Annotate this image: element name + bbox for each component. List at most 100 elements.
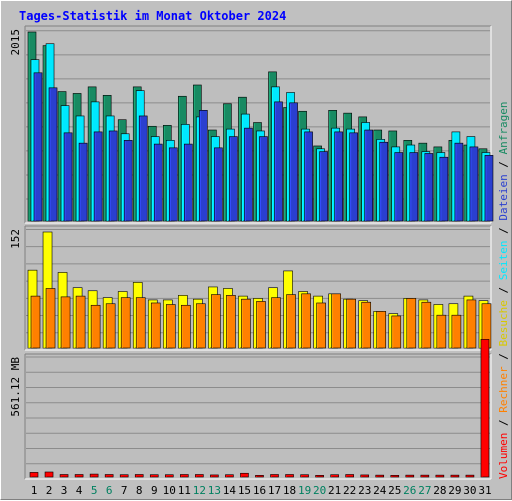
legend-separator: / xyxy=(497,280,510,300)
bar-volumen-day-26 xyxy=(405,474,415,478)
bar-rechner-day-30 xyxy=(466,299,477,349)
bar-volumen-day-29 xyxy=(450,474,460,478)
panel-volume xyxy=(24,339,492,480)
bar-volumen-day-25 xyxy=(390,475,400,478)
bar-rechner-day-9 xyxy=(150,302,161,349)
bar-seiten-day-24 xyxy=(379,141,389,222)
bar-seiten-day-6 xyxy=(108,130,118,222)
bar-seiten-day-23 xyxy=(364,129,374,222)
series-seiten xyxy=(33,72,494,222)
series-volumen xyxy=(29,339,490,478)
right-legend: Volumen / Rechner / Besuche / Seiten / D… xyxy=(497,101,510,479)
bar-volumen-day-31 xyxy=(480,339,490,478)
bar-volumen-day-8 xyxy=(134,474,144,478)
bar-rechner-day-22 xyxy=(346,298,356,349)
bar-volumen-day-22 xyxy=(345,474,354,478)
bar-rechner-day-11 xyxy=(181,304,191,349)
bar-seiten-day-4 xyxy=(78,142,88,222)
series-rechner xyxy=(30,288,492,349)
bar-seiten-day-15 xyxy=(244,127,253,222)
bar-seiten-day-19 xyxy=(304,131,313,222)
bar-rechner-day-18 xyxy=(286,294,296,349)
bar-volumen-day-3 xyxy=(59,474,69,478)
day-label-15: 15 xyxy=(238,484,251,497)
bar-rechner-day-4 xyxy=(75,295,86,349)
panel-bg xyxy=(25,354,491,479)
bar-rechner-day-15 xyxy=(241,298,251,349)
bar-seiten-day-12 xyxy=(199,110,208,222)
bar-seiten-day-29 xyxy=(454,142,464,222)
day-label-8: 8 xyxy=(136,484,143,497)
day-label-31: 31 xyxy=(478,484,491,497)
bar-volumen-day-18 xyxy=(285,474,294,478)
y-label-visits: 152 xyxy=(9,229,22,249)
legend-separator: / xyxy=(497,154,510,174)
chart-panels xyxy=(24,25,494,480)
bar-seiten-day-13 xyxy=(214,147,223,222)
legend-seiten: Seiten xyxy=(497,241,510,281)
bar-seiten-day-28 xyxy=(439,156,449,222)
bar-rechner-day-5 xyxy=(90,304,101,349)
bar-seiten-day-1 xyxy=(33,72,43,222)
day-label-14: 14 xyxy=(223,484,237,497)
bar-seiten-day-8 xyxy=(138,115,148,222)
bar-seiten-day-11 xyxy=(184,143,193,222)
bar-volumen-day-30 xyxy=(465,474,475,478)
bar-rechner-day-27 xyxy=(421,301,432,349)
bar-volumen-day-28 xyxy=(435,474,445,478)
day-label-21: 21 xyxy=(328,484,341,497)
bar-seiten-day-31 xyxy=(484,155,494,222)
day-label-11: 11 xyxy=(178,484,191,497)
panel-visits xyxy=(24,225,492,351)
day-label-27: 27 xyxy=(418,484,431,497)
bar-volumen-day-13 xyxy=(210,474,219,478)
day-label-26: 26 xyxy=(403,484,416,497)
bar-rechner-day-2 xyxy=(45,288,56,349)
bar-rechner-day-24 xyxy=(376,311,387,349)
bar-seiten-day-9 xyxy=(153,143,163,222)
bar-seiten-day-10 xyxy=(168,147,178,222)
bar-rechner-day-16 xyxy=(256,301,266,349)
bar-rechner-day-13 xyxy=(211,294,221,349)
bar-rechner-day-12 xyxy=(196,303,206,349)
day-label-10: 10 xyxy=(163,484,176,497)
bar-volumen-day-4 xyxy=(74,474,84,478)
bar-volumen-day-17 xyxy=(270,474,279,478)
day-label-16: 16 xyxy=(253,484,266,497)
y-label-hits: 2015 xyxy=(9,29,22,56)
bar-seiten-day-5 xyxy=(93,131,103,222)
legend-dateien: Dateien xyxy=(497,174,510,220)
legend-besuche: Besuche xyxy=(497,300,510,346)
day-label-4: 4 xyxy=(76,484,83,497)
day-label-19: 19 xyxy=(298,484,311,497)
bar-rechner-day-1 xyxy=(30,295,41,349)
bar-seiten-day-20 xyxy=(319,151,328,222)
bar-rechner-day-17 xyxy=(271,297,281,349)
day-label-1: 1 xyxy=(31,484,38,497)
bar-volumen-day-9 xyxy=(149,474,159,478)
day-label-12: 12 xyxy=(193,484,206,497)
bar-seiten-day-16 xyxy=(259,136,268,222)
bar-volumen-day-12 xyxy=(195,474,204,478)
x-axis-day-labels: 1 2 3 4 5 6 7 8 9 10 11 12 13 14 15 16 17 18 19 20 21 22 23 24 2… xyxy=(31,484,492,497)
bar-seiten-day-7 xyxy=(123,140,133,222)
bar-rechner-day-23 xyxy=(361,301,372,349)
bar-volumen-day-15 xyxy=(240,472,249,478)
bar-rechner-day-28 xyxy=(436,314,447,349)
bar-rechner-day-21 xyxy=(331,293,341,349)
bar-volumen-day-14 xyxy=(225,474,234,478)
day-label-13: 13 xyxy=(208,484,221,497)
day-label-7: 7 xyxy=(121,484,128,497)
bar-seiten-day-18 xyxy=(289,102,298,222)
legend-anfragen: Anfragen xyxy=(497,101,510,154)
legend-separator: / xyxy=(497,347,510,367)
bar-seiten-day-30 xyxy=(469,146,479,222)
y-label-volume: 561.12 MB xyxy=(9,357,22,417)
bar-rechner-day-6 xyxy=(105,303,116,349)
day-label-9: 9 xyxy=(151,484,158,497)
day-label-23: 23 xyxy=(358,484,371,497)
bar-seiten-day-22 xyxy=(349,132,358,222)
day-label-29: 29 xyxy=(448,484,461,497)
bar-rechner-day-26 xyxy=(406,298,417,349)
